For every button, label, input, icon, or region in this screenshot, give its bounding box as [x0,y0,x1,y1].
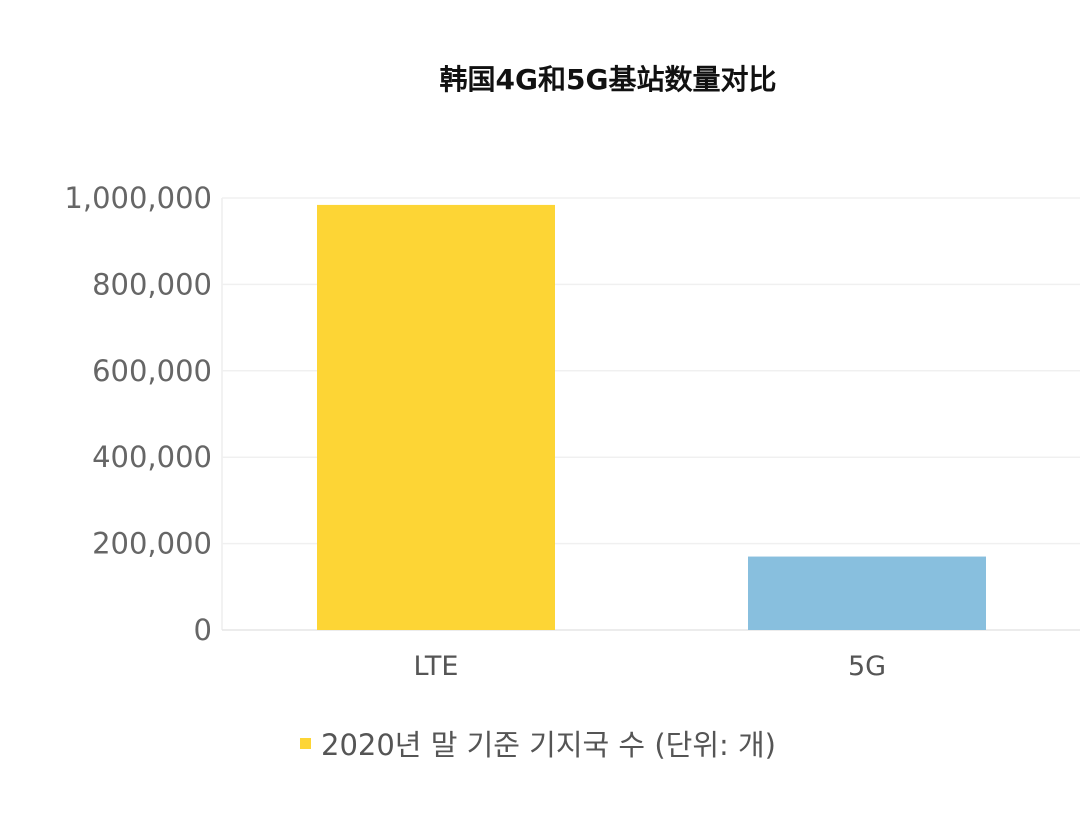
legend-label: 2020년 말 기준 기지국 수 (단위: 개) [321,728,776,762]
y-tick-label: 0 [194,613,212,647]
y-tick-label: 1,000,000 [64,181,212,215]
y-tick-label: 400,000 [92,440,212,474]
bar-lte [317,204,555,631]
legend-swatch [300,737,311,749]
bar-5g [748,556,986,630]
x-tick-label: LTE [414,651,459,682]
legend: 2020년 말 기준 기지국 수 (단위: 개) [300,722,776,764]
x-tick-label: 5G [848,651,886,682]
y-tick-label: 600,000 [92,354,212,388]
chart-title: 韩国4G和5G基站数量对比 [439,63,777,96]
y-tick-label: 800,000 [92,267,212,301]
y-tick-label: 200,000 [92,527,212,561]
